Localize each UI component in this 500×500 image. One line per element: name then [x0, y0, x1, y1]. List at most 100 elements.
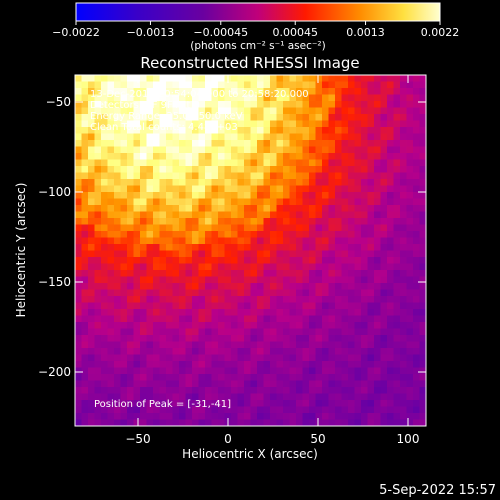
heatmap-cell — [302, 335, 310, 342]
heatmap-cell — [361, 296, 368, 303]
heatmap-cell — [185, 205, 193, 212]
heatmap-cell — [406, 367, 414, 375]
heatmap-cell — [101, 309, 108, 316]
heatmap-cell — [263, 328, 271, 336]
heatmap-cell — [315, 328, 323, 336]
heatmap-cell — [75, 192, 82, 199]
heatmap-cell — [257, 270, 264, 277]
heatmap-cell — [127, 211, 134, 219]
heatmap-cell — [374, 263, 381, 271]
heatmap-cell — [328, 120, 336, 128]
heatmap-cell — [354, 192, 362, 199]
heatmap-cell — [120, 101, 128, 108]
heatmap-cell — [263, 393, 271, 401]
heatmap-cell — [289, 146, 297, 154]
heatmap-cell — [185, 315, 193, 323]
heatmap-cell — [81, 328, 89, 336]
heatmap-cell — [244, 354, 251, 362]
heatmap-cell — [322, 185, 329, 193]
heatmap-cell — [380, 283, 388, 290]
heatmap-cell — [348, 231, 355, 238]
heatmap-cell — [257, 218, 264, 225]
heatmap-cell — [380, 140, 388, 147]
heatmap-cell — [224, 218, 232, 225]
heatmap-cell — [374, 120, 381, 128]
heatmap-cell — [270, 361, 277, 368]
heatmap-cell — [302, 101, 310, 108]
heatmap-cell — [419, 179, 426, 186]
heatmap-cell — [309, 367, 316, 375]
heatmap-cell — [198, 283, 206, 290]
heatmap-cell — [380, 413, 388, 420]
heatmap-cell — [361, 224, 368, 232]
heatmap-cell — [315, 114, 323, 121]
heatmap-cell — [107, 289, 115, 297]
heatmap-cell — [218, 283, 225, 290]
heatmap-cell — [406, 185, 414, 193]
heatmap-cell — [179, 354, 186, 362]
heatmap-cell — [374, 361, 381, 368]
heatmap-cell — [380, 309, 388, 316]
heatmap-cell — [419, 140, 426, 147]
heatmap-cell — [263, 81, 271, 89]
heatmap-cell — [224, 88, 232, 95]
heatmap-cell — [296, 387, 303, 394]
heatmap-cell — [114, 146, 121, 154]
heatmap-cell — [166, 335, 173, 342]
heatmap-cell — [88, 218, 95, 225]
heatmap-cell — [94, 244, 102, 251]
heatmap-cell — [166, 107, 173, 115]
heatmap-cell — [153, 120, 160, 128]
heatmap-cell — [231, 140, 238, 147]
heatmap-cell — [335, 296, 342, 303]
heatmap-cell — [172, 387, 180, 394]
heatmap-cell — [257, 367, 264, 375]
heatmap-cell — [348, 120, 355, 128]
heatmap-cell — [179, 257, 186, 264]
heatmap-cell — [296, 257, 303, 264]
heatmap-cell — [211, 224, 219, 232]
heatmap-cell — [322, 107, 329, 115]
heatmap-cell — [94, 166, 102, 173]
heatmap-cell — [315, 172, 323, 180]
heatmap-cell — [127, 237, 134, 245]
heatmap-cell — [75, 114, 82, 121]
heatmap-cell — [166, 341, 173, 349]
heatmap-cell — [81, 166, 89, 173]
heatmap-cell — [406, 328, 414, 336]
heatmap-cell — [257, 127, 264, 134]
heatmap-cell — [380, 400, 388, 407]
heatmap-cell — [120, 406, 128, 414]
heatmap-cell — [133, 153, 141, 160]
heatmap-cell — [114, 296, 121, 303]
heatmap-cell — [101, 75, 108, 82]
heatmap-cell — [127, 348, 134, 355]
heatmap-cell — [335, 211, 342, 219]
heatmap-cell — [140, 250, 147, 258]
heatmap-cell — [224, 270, 232, 277]
heatmap-cell — [400, 315, 407, 323]
heatmap-cell — [179, 283, 186, 290]
heatmap-cell — [153, 88, 160, 95]
heatmap-cell — [140, 406, 147, 414]
heatmap-cell — [107, 114, 115, 121]
heatmap-cell — [387, 244, 394, 251]
heatmap-cell — [211, 94, 219, 102]
heatmap-cell — [94, 159, 102, 167]
heatmap-cell — [114, 153, 121, 160]
heatmap-cell — [198, 413, 206, 420]
heatmap-cell — [237, 341, 245, 349]
heatmap-cell — [354, 244, 362, 251]
heatmap-cell — [263, 302, 271, 310]
heatmap-cell — [192, 218, 199, 225]
heatmap-cell — [153, 172, 160, 180]
heatmap-cell — [198, 367, 206, 375]
heatmap-cell — [315, 309, 323, 316]
heatmap-cell — [354, 276, 362, 284]
heatmap-cell — [393, 146, 401, 154]
heatmap-cell — [387, 335, 394, 342]
heatmap-cell — [205, 283, 212, 290]
heatmap-cell — [107, 159, 115, 167]
heatmap-cell — [107, 166, 115, 173]
heatmap-cell — [328, 224, 336, 232]
